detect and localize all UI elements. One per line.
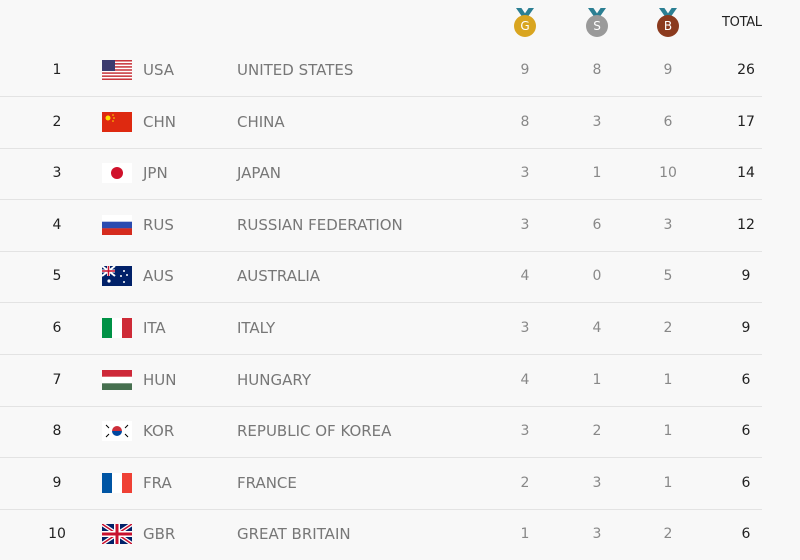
bronze-count: 10 [659, 165, 677, 182]
table-row[interactable]: 1 USA UNITED STATES 9 8 9 26 [0, 45, 762, 97]
gold-count: 3 [520, 423, 530, 440]
country-name[interactable]: JAPAN [237, 164, 281, 183]
total-count: 6 [741, 474, 751, 491]
total-count: 6 [741, 423, 751, 440]
gold-count: 8 [520, 113, 530, 130]
total-count: 26 [737, 62, 755, 78]
gold-count: 4 [520, 268, 530, 285]
rank: 1 [52, 62, 62, 78]
table-row[interactable]: 5 AUS AUSTRALIA 4 0 5 9 [0, 251, 762, 304]
country-code: JPN [143, 164, 168, 183]
table-header: G S B TOTAL [0, 0, 800, 45]
total-count: 9 [741, 320, 751, 336]
total-count: 12 [737, 216, 755, 233]
bronze-count: 1 [663, 371, 673, 388]
france-flag-icon [102, 472, 132, 493]
bronze-count: 3 [663, 216, 673, 233]
silver-count: 3 [592, 526, 602, 543]
country-code: ITA [143, 319, 166, 337]
rank: 9 [52, 474, 62, 491]
silver-count: 8 [592, 62, 602, 78]
korea-flag-icon [102, 421, 132, 442]
country-code: CHN [143, 112, 176, 131]
country-code: HUN [143, 370, 177, 389]
table-row[interactable]: 8 KOR REPUBLIC OF KOREA 3 2 1 6 [0, 406, 762, 459]
bronze-count: 5 [663, 268, 673, 285]
italy-flag-icon [102, 318, 132, 338]
country-name[interactable]: GREAT BRITAIN [237, 525, 351, 544]
country-name[interactable]: CHINA [237, 112, 285, 131]
bronze-medal-icon[interactable]: B [656, 8, 680, 40]
country-code: FRA [143, 473, 172, 492]
gold-count: 3 [520, 165, 530, 182]
hungary-flag-icon [102, 369, 132, 390]
silver-count: 0 [592, 268, 602, 285]
total-header[interactable]: TOTAL [722, 15, 762, 30]
rank: 10 [48, 526, 66, 543]
rank: 2 [52, 113, 62, 130]
country-name[interactable]: ITALY [237, 319, 276, 337]
silver-count: 3 [592, 113, 602, 130]
total-count: 6 [741, 371, 751, 388]
country-code: USA [143, 61, 175, 79]
table-row[interactable]: 6 ITA ITALY 3 4 2 9 [0, 303, 762, 355]
country-code: RUS [143, 215, 174, 234]
rank: 8 [52, 423, 62, 440]
china-flag-icon [102, 111, 132, 132]
silver-count: 4 [592, 320, 602, 336]
bronze-count: 6 [663, 113, 673, 130]
country-name[interactable]: REPUBLIC OF KOREA [237, 422, 392, 441]
gold-count: 3 [520, 216, 530, 233]
gold-count: 3 [520, 320, 530, 336]
table-row[interactable]: 3 JPN JAPAN 3 1 10 14 [0, 148, 762, 201]
total-count: 14 [737, 165, 755, 182]
bronze-count: 1 [663, 423, 673, 440]
gold-count: 4 [520, 371, 530, 388]
table-row[interactable]: 2 CHN CHINA 8 3 6 17 [0, 97, 762, 149]
table-row[interactable]: 10 GBR GREAT BRITAIN 1 3 2 6 [0, 509, 762, 560]
table-row[interactable]: 7 HUN HUNGARY 4 1 1 6 [0, 355, 762, 407]
gold-count: 1 [520, 526, 530, 543]
gold-count: 9 [520, 62, 530, 78]
bronze-count: 2 [663, 320, 673, 336]
country-name[interactable]: HUNGARY [237, 370, 311, 389]
total-count: 6 [741, 526, 751, 543]
country-name[interactable]: RUSSIAN FEDERATION [237, 215, 403, 234]
rank: 4 [52, 216, 62, 233]
country-code: GBR [143, 525, 176, 544]
gold-medal-icon[interactable]: G [513, 8, 537, 40]
country-code: AUS [143, 267, 174, 286]
bronze-count: 9 [663, 62, 673, 78]
uk-flag-icon [100, 522, 134, 547]
country-code: KOR [143, 422, 175, 441]
table-row[interactable]: 4 RUS RUSSIAN FEDERATION 3 6 3 12 [0, 200, 762, 252]
usa-flag-icon [102, 60, 132, 80]
rank: 5 [52, 268, 62, 285]
silver-count: 6 [592, 216, 602, 233]
silver-count: 1 [592, 165, 602, 182]
total-count: 9 [741, 268, 751, 285]
japan-flag-icon [102, 163, 132, 184]
total-count: 17 [737, 113, 755, 130]
bronze-count: 2 [663, 526, 673, 543]
country-name[interactable]: FRANCE [237, 473, 297, 492]
country-name[interactable]: UNITED STATES [237, 61, 354, 79]
australia-flag-icon [101, 265, 132, 287]
silver-count: 3 [592, 474, 602, 491]
russia-flag-icon [102, 214, 132, 235]
silver-count: 1 [592, 371, 602, 388]
rank: 7 [52, 371, 62, 388]
country-name[interactable]: AUSTRALIA [237, 267, 321, 286]
gold-count: 2 [520, 474, 530, 491]
silver-medal-icon[interactable]: S [585, 8, 609, 40]
silver-count: 2 [592, 423, 602, 440]
rank: 6 [52, 320, 62, 336]
bronze-count: 1 [663, 474, 673, 491]
rank: 3 [52, 165, 62, 182]
table-row[interactable]: 9 FRA FRANCE 2 3 1 6 [0, 458, 762, 510]
